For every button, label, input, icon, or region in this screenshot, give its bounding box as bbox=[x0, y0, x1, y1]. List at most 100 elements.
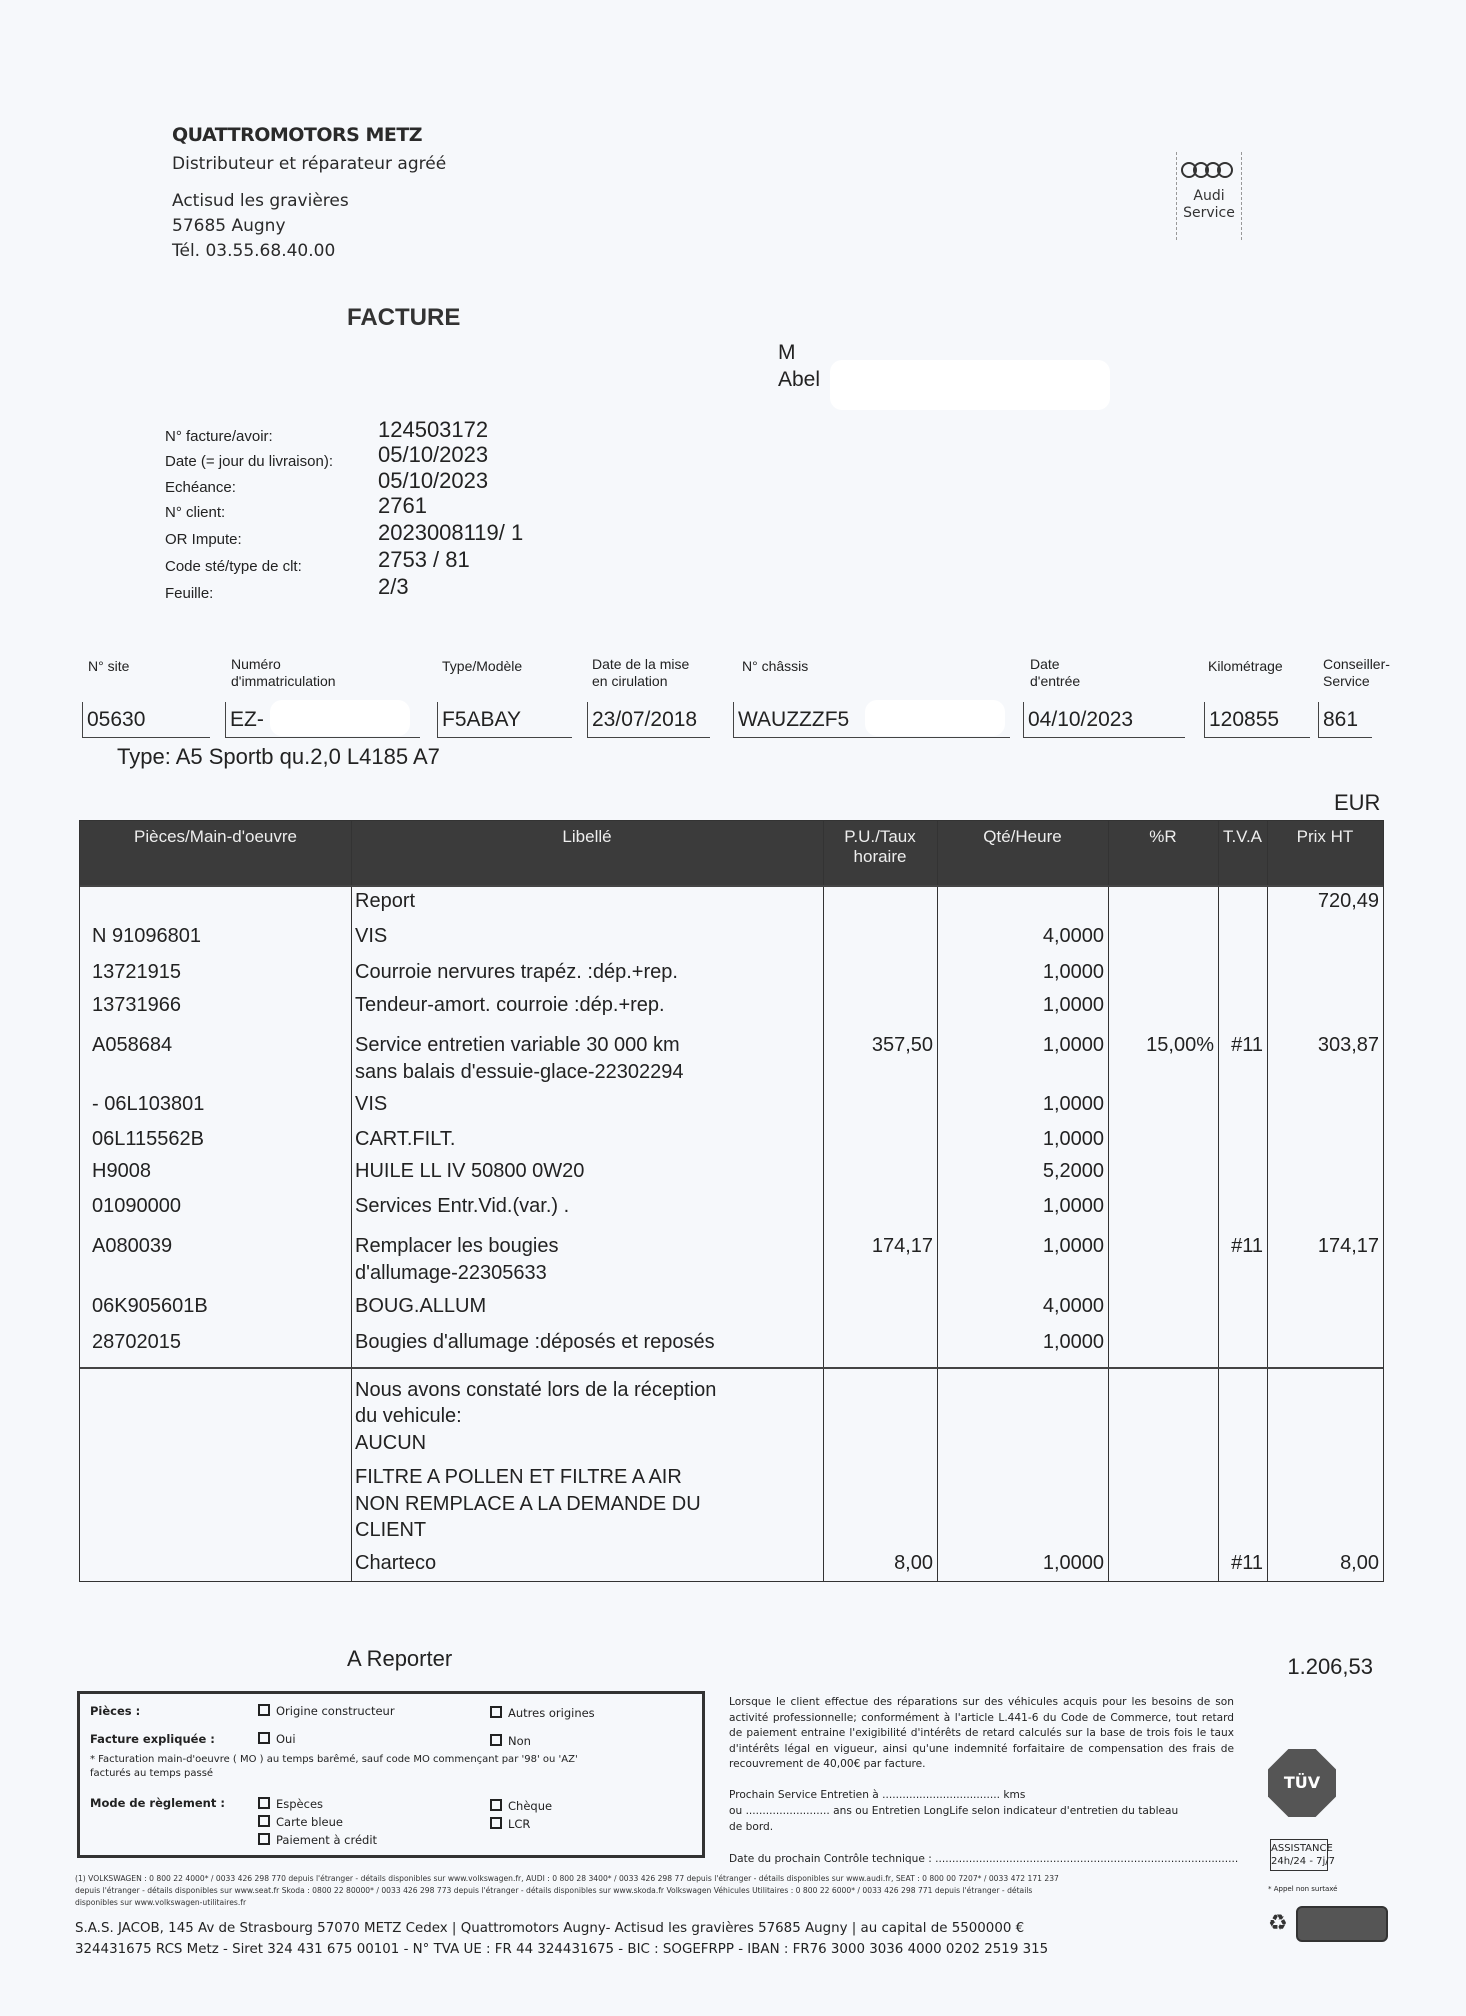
checkbox-cheque[interactable]: Chèque bbox=[490, 1799, 552, 1813]
brand-name: Audi bbox=[1193, 188, 1225, 204]
carry-forward-value: 1.206,53 bbox=[1287, 1654, 1373, 1679]
company-name: QUATTROMOTORS METZ bbox=[172, 124, 423, 146]
libelle-line: Service entretien variable 30 000 km bbox=[355, 1034, 680, 1056]
info-label: Code sté/type de clt: bbox=[165, 558, 302, 575]
options-box: Pièces : Origine constructeur Autres ori… bbox=[77, 1691, 705, 1858]
vehicle-header: Date de la mise en cirulation bbox=[592, 656, 690, 689]
cell-qte: 5,2000 bbox=[1042, 1160, 1104, 1182]
client-salutation: M bbox=[778, 341, 796, 364]
checkbox-origine[interactable]: Origine constructeur bbox=[258, 1704, 395, 1718]
libelle-line: CART.FILT. bbox=[355, 1128, 456, 1150]
column-header: Pièces/Main-d'oeuvre bbox=[134, 827, 297, 846]
company-footer-1: S.A.S. JACOB, 145 Av de Strasbourg 57070… bbox=[75, 1921, 1025, 1936]
libelle-line: d'allumage-22305633 bbox=[355, 1262, 547, 1284]
section-divider bbox=[80, 1367, 1383, 1369]
next-service-3: de bord. bbox=[729, 1821, 774, 1833]
libelle-line: AUCUN bbox=[355, 1432, 427, 1454]
document-title: FACTURE bbox=[347, 304, 461, 331]
vehicle-value: 05630 bbox=[82, 702, 210, 738]
audi-service-logo: Audi Service bbox=[1176, 152, 1242, 240]
checkbox-oui[interactable]: Oui bbox=[258, 1732, 296, 1746]
part-code: - 06L103801 bbox=[92, 1093, 205, 1115]
cell-prix: 174,17 bbox=[1317, 1235, 1379, 1257]
info-value: 2023008119/ 1 bbox=[378, 520, 524, 545]
cell-tva: #11 bbox=[1231, 1034, 1263, 1056]
info-label: N° client: bbox=[165, 504, 226, 521]
cell-tva: #11 bbox=[1231, 1552, 1263, 1574]
part-code: 13731966 bbox=[92, 994, 181, 1016]
table-row: Nous avons constaté lors de la réception… bbox=[80, 1377, 1383, 1541]
vehicle-header: N° châssis bbox=[742, 658, 809, 674]
libelle-line: VIS bbox=[355, 1093, 388, 1115]
header-divider bbox=[80, 885, 1383, 887]
vehicle-header: Conseiller- Service bbox=[1323, 656, 1390, 689]
checkbox-autres-origines[interactable]: Autres origines bbox=[490, 1706, 595, 1720]
vehicle-value: 04/10/2023 bbox=[1023, 702, 1185, 738]
appel-note: * Appel non surtaxé bbox=[1268, 1885, 1338, 1893]
checkbox-lcr[interactable]: LCR bbox=[490, 1817, 530, 1831]
column-divider bbox=[1267, 821, 1268, 1581]
table-row: A080039 Remplacer les bougies d'allumage-2… bbox=[80, 1233, 1383, 1287]
redaction bbox=[865, 700, 1005, 736]
tuv-badge-icon: TÜV bbox=[1268, 1749, 1336, 1817]
vehicle-header: N° site bbox=[88, 658, 130, 674]
libelle-line: sans balais d'essuie-glace-22302294 bbox=[355, 1061, 684, 1083]
cell-qte: 1,0000 bbox=[1042, 961, 1104, 983]
libelle-line: NON REMPLACE A LA DEMANDE DU bbox=[355, 1493, 701, 1515]
vehicle-value: F5ABAY bbox=[437, 702, 572, 738]
info-label: Echéance: bbox=[165, 479, 236, 496]
checkbox-carte-bleue[interactable]: Carte bleue bbox=[258, 1815, 343, 1829]
libelle-line: du vehicule: bbox=[355, 1405, 462, 1427]
next-service-1: Prochain Service Entretien à ...........… bbox=[729, 1789, 1026, 1801]
info-label: Date (= jour du livraison): bbox=[165, 453, 333, 470]
cell-pu: 174,17 bbox=[871, 1235, 933, 1257]
libelle-line: Bougies d'allumage :déposés et reposés bbox=[355, 1331, 715, 1353]
cell-tva: #11 bbox=[1231, 1235, 1263, 1257]
part-code: A058684 bbox=[92, 1034, 173, 1056]
vehicle-type: Type: A5 Sportb qu.2,0 L4185 A7 bbox=[117, 744, 440, 769]
libelle-line: VIS bbox=[355, 925, 388, 947]
column-divider bbox=[1218, 821, 1219, 1581]
info-label: N° facture/avoir: bbox=[165, 428, 273, 445]
column-header: P.U./Taux horaire bbox=[844, 827, 916, 866]
table-row: 28702015 Bougies d'allumage :déposés et r… bbox=[80, 1329, 1383, 1356]
part-code: H9008 bbox=[92, 1160, 151, 1182]
checkbox-credit[interactable]: Paiement à crédit bbox=[258, 1833, 377, 1847]
column-divider bbox=[823, 821, 824, 1581]
info-value: 2753 / 81 bbox=[378, 547, 470, 572]
company-address-2: 57685 Augny bbox=[172, 216, 286, 236]
info-value: 2/3 bbox=[378, 574, 409, 599]
info-value: 05/10/2023 bbox=[378, 442, 489, 467]
triman-sorting-icon bbox=[1296, 1906, 1388, 1942]
mo-note-2: facturés au temps passé bbox=[90, 1768, 214, 1779]
part-code: 06L115562B bbox=[92, 1128, 204, 1150]
info-value: 2761 bbox=[378, 493, 427, 518]
assistance-badge: ASSISTANCE 24h/24 - 7j/7 bbox=[1270, 1839, 1335, 1871]
cell-qte: 1,0000 bbox=[1042, 994, 1104, 1016]
libelle-line: Courroie nervures trapéz. :dép.+rep. bbox=[355, 961, 678, 983]
audi-rings-icon bbox=[1177, 162, 1241, 178]
vehicle-value: 861 bbox=[1318, 702, 1372, 738]
column-divider bbox=[937, 821, 938, 1581]
checkbox-non[interactable]: Non bbox=[490, 1734, 531, 1748]
checkbox-especes[interactable]: Espèces bbox=[258, 1797, 323, 1811]
table-row: Report 720,49 bbox=[80, 888, 1383, 915]
table-row: 01090000 Services Entr.Vid.(var.) . 1,0000 bbox=[80, 1193, 1383, 1220]
libelle-line: CLIENT bbox=[355, 1519, 427, 1541]
libelle-line: FILTRE A POLLEN ET FILTRE A AIR bbox=[355, 1466, 682, 1488]
vehicle-header: Numéro d'immatriculation bbox=[231, 656, 336, 689]
payment-label: Mode de règlement : bbox=[90, 1796, 225, 1810]
cell-qte: 1,0000 bbox=[1042, 1034, 1104, 1056]
vehicle-value: 23/07/2018 bbox=[587, 702, 710, 738]
mo-note-1: * Facturation main-d'oeuvre ( MO ) au te… bbox=[90, 1754, 578, 1765]
table-row: - 06L103801 VIS 1,0000 bbox=[80, 1091, 1383, 1118]
column-header: Libellé bbox=[562, 827, 612, 846]
table-row: A058684 Service entretien variable 30 000… bbox=[80, 1032, 1383, 1086]
client-name: Abel bbox=[778, 368, 821, 391]
libelle-line: Nous avons constaté lors de la réception bbox=[355, 1379, 717, 1401]
cell-qte: 4,0000 bbox=[1042, 925, 1104, 947]
vehicle-header: Date d'entrée bbox=[1030, 656, 1081, 689]
cell-qte: 1,0000 bbox=[1042, 1235, 1104, 1257]
vehicle-header: Kilométrage bbox=[1208, 658, 1283, 674]
cell-pu: 8,00 bbox=[894, 1552, 933, 1574]
